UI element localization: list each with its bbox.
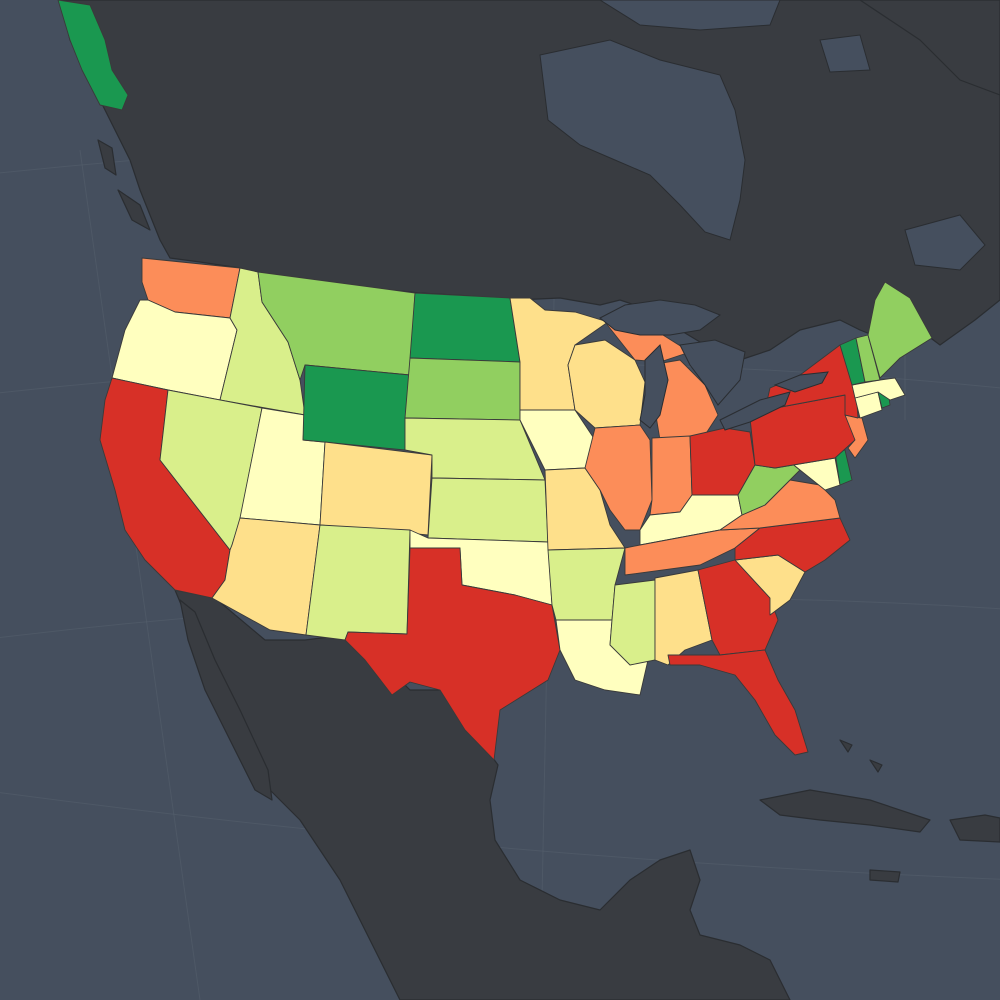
- us-states: [57, 0, 933, 761]
- lake-erie: [719, 391, 791, 431]
- state-florida[interactable]: [667, 649, 809, 756]
- northern-channels: [599, 0, 871, 73]
- landmass: [59, 0, 1000, 1000]
- state-wyoming[interactable]: [302, 364, 411, 451]
- state-north-dakota[interactable]: [409, 292, 521, 363]
- baja-california: [179, 599, 273, 801]
- greenland-fragment: [859, 0, 1000, 96]
- pacific-coast-islands: [97, 139, 151, 231]
- state-kansas[interactable]: [427, 477, 549, 543]
- state-new-hampshire[interactable]: [855, 334, 881, 383]
- state-maine[interactable]: [867, 281, 933, 379]
- state-alaska-panhandle[interactable]: [57, 0, 129, 111]
- lake-superior: [599, 299, 722, 336]
- lake-ontario: [773, 371, 829, 393]
- state-colorado[interactable]: [319, 441, 433, 536]
- state-mississippi[interactable]: [609, 579, 656, 666]
- state-new-jersey[interactable]: [844, 414, 869, 459]
- state-south-dakota[interactable]: [404, 357, 521, 421]
- state-new-mexico[interactable]: [305, 524, 411, 641]
- state-texas[interactable]: [344, 547, 561, 761]
- lake-huron: [679, 339, 746, 406]
- gulf-of-st-lawrence: [904, 214, 986, 271]
- state-massachusetts[interactable]: [851, 377, 906, 401]
- caribbean-islands: [759, 739, 1000, 883]
- great-lakes: [599, 299, 829, 431]
- state-illinois[interactable]: [584, 424, 653, 531]
- lake-michigan: [639, 344, 669, 429]
- hudson-bay: [539, 39, 746, 241]
